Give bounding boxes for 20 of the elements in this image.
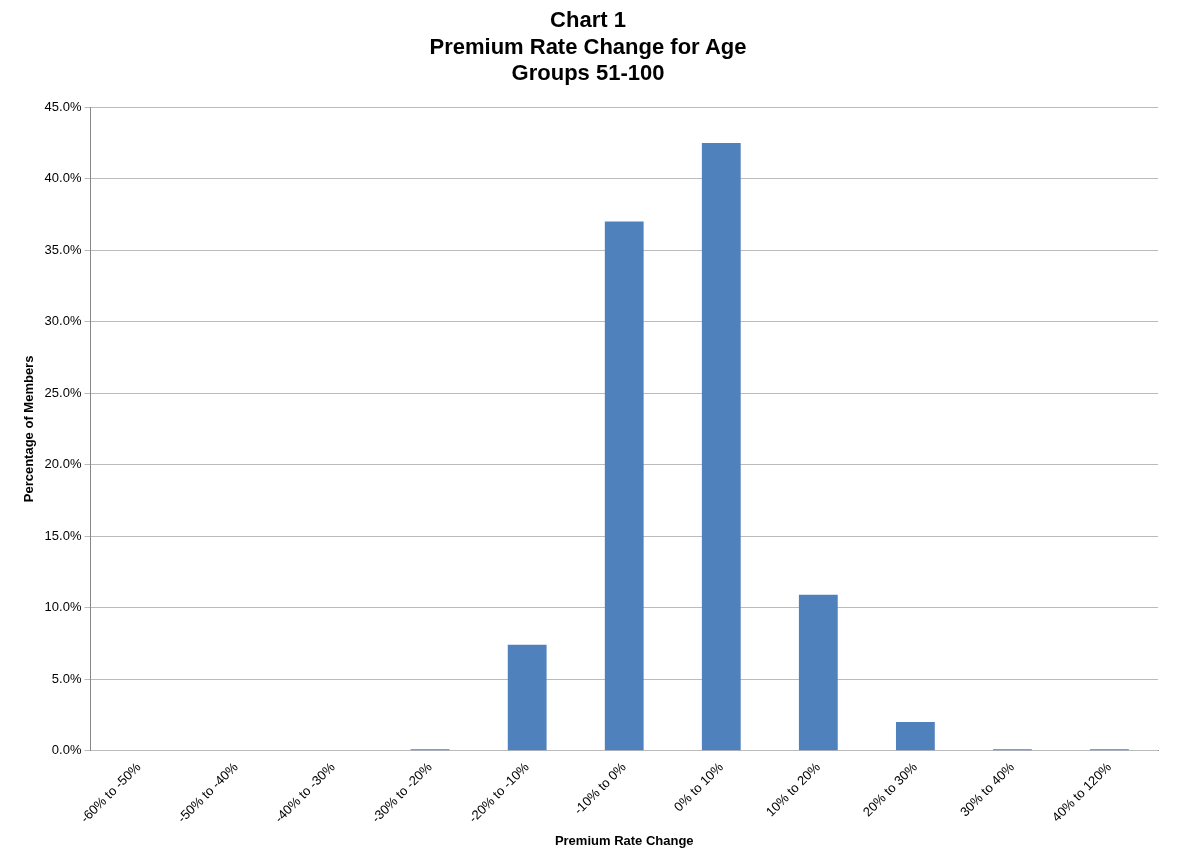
- y-tick-label: 25.0%: [44, 384, 82, 400]
- bar: [701, 142, 741, 751]
- y-tick-label: 10.0%: [44, 599, 82, 615]
- y-tick-label: 30.0%: [44, 313, 82, 329]
- y-tick-label: 0.0%: [51, 742, 82, 758]
- y-tick-label: 20.0%: [44, 456, 82, 472]
- y-tick-label: 40.0%: [44, 170, 82, 186]
- bar: [507, 644, 547, 751]
- y-axis-title: Percentage of Members: [21, 355, 37, 503]
- y-tick-label: 15.0%: [44, 527, 82, 543]
- chart-title: Chart 1 Premium Rate Change for Age Groups 51-100: [429, 7, 747, 86]
- x-axis-title: Premium Rate Change: [554, 832, 694, 848]
- x-tick-label: 0% to 10%: [670, 758, 727, 815]
- y-tick-label: 45.0%: [44, 98, 82, 114]
- y-tick-label: 35.0%: [44, 241, 82, 257]
- x-tick-label: 30% to 40%: [956, 758, 1018, 820]
- bar: [604, 221, 644, 751]
- y-tick-label: 5.0%: [51, 670, 82, 686]
- bar: [895, 722, 935, 751]
- bar: [798, 594, 838, 751]
